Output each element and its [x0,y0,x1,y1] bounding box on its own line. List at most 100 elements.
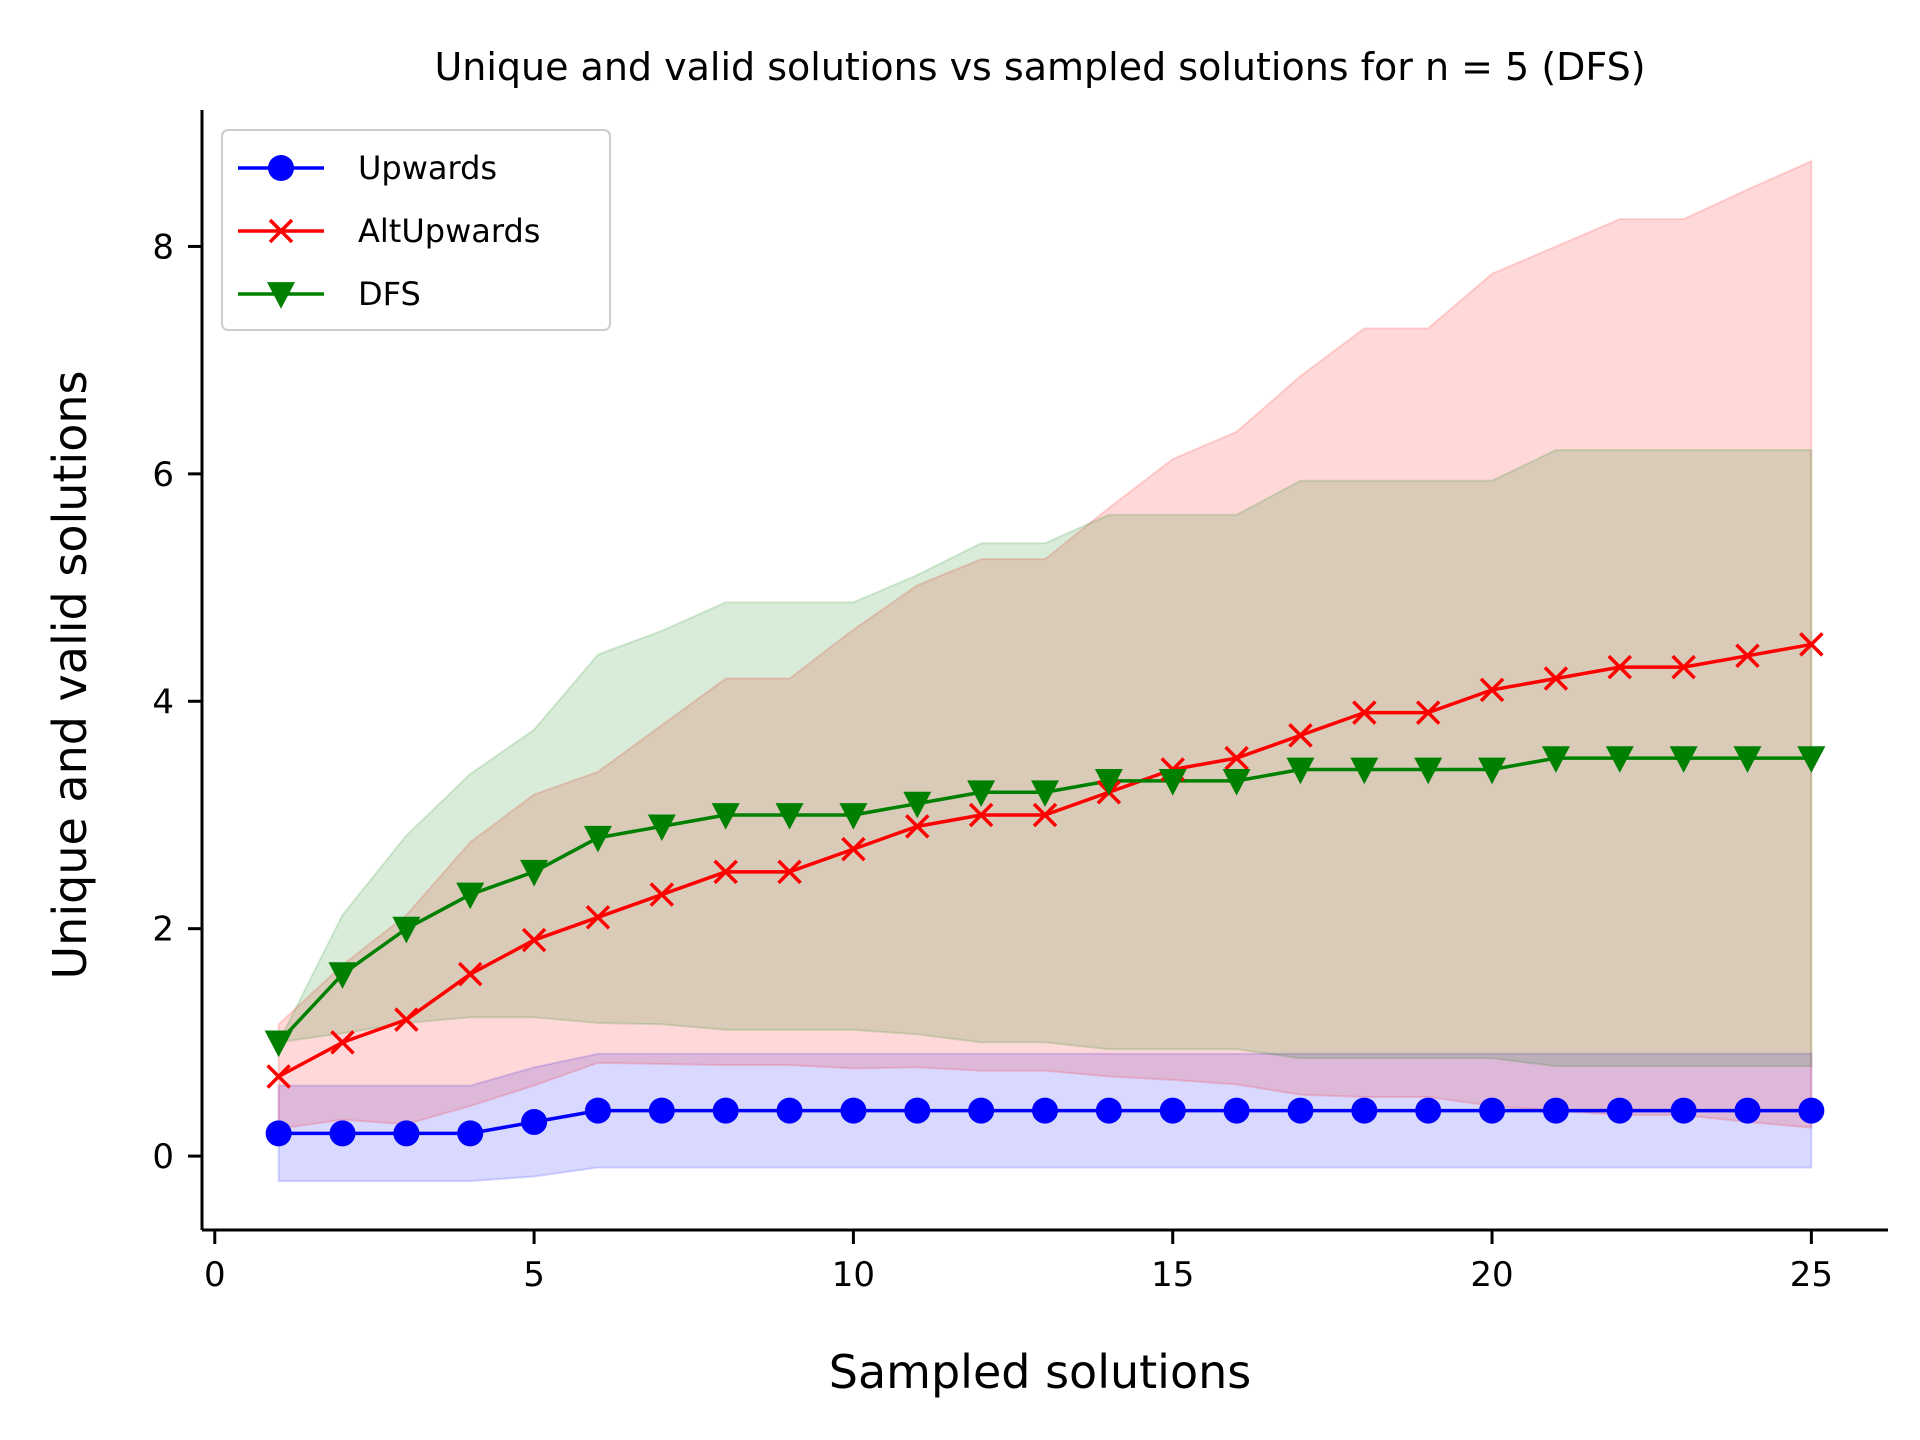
point-upwards [1223,1097,1250,1124]
band-altupwards [277,159,1813,1130]
point-upwards [648,1097,675,1124]
point-upwards [393,1120,420,1147]
point-upwards [1351,1097,1378,1124]
point-dfs [1094,768,1123,796]
point-altupwards [777,859,802,885]
legend-marker-upwards [268,155,294,181]
point-dfs [1031,780,1059,807]
legend-marker-altupwards [268,218,294,244]
point-altupwards [394,1007,419,1032]
point-dfs [392,916,421,944]
point-upwards [1798,1097,1825,1124]
point-upwards [904,1097,931,1124]
x-axis-title: Sampled solutions [829,1345,1251,1399]
x-tick-label: 20 [1470,1255,1513,1295]
point-altupwards [585,905,611,930]
point-dfs [1350,757,1379,785]
point-dfs [711,803,740,830]
legend-label-upwards: Upwards [358,149,497,187]
point-dfs [1158,768,1187,796]
x-tick-label: 25 [1790,1255,1833,1295]
point-upwards [1032,1097,1058,1124]
point-upwards [584,1097,611,1124]
legend-label-altupwards: AltUpwards [358,212,540,250]
point-altupwards [1032,802,1058,828]
point-altupwards [649,882,675,907]
y-axis-title: Unique and valid solutions [43,371,97,980]
point-upwards [457,1120,484,1147]
point-dfs [1414,757,1443,785]
series-markers [264,632,1826,1147]
x-tick-label: 15 [1151,1255,1194,1295]
point-altupwards [1671,654,1696,680]
point-dfs [647,814,676,842]
point-altupwards [1415,700,1441,725]
point-upwards [329,1120,356,1147]
point-upwards [1734,1097,1761,1124]
point-upwards [1159,1097,1186,1124]
point-altupwards [266,1064,291,1089]
point-altupwards [1735,643,1760,669]
legend-label-dfs: DFS [358,275,421,313]
point-altupwards [1479,677,1505,703]
point-upwards [1479,1097,1506,1124]
point-dfs [328,962,357,989]
axes [200,110,1888,1232]
y-tick-label: 6 [152,455,174,495]
point-altupwards [1543,666,1569,691]
point-altupwards [1352,700,1377,725]
point-dfs [967,780,996,807]
point-dfs [1733,746,1762,773]
point-dfs [1222,768,1251,796]
point-upwards [1287,1097,1314,1124]
point-upwards [1670,1097,1697,1124]
point-altupwards [330,1030,355,1055]
axis-ticks: 0 5 10 15 20 25 0 2 4 6 8 [152,227,1833,1295]
point-dfs [264,1030,293,1058]
point-dfs [1605,746,1634,773]
point-altupwards [1799,632,1824,657]
point-altupwards [1288,723,1313,748]
confidence-bands [276,159,1813,1183]
point-dfs [520,859,549,887]
point-dfs [839,803,868,830]
point-upwards [1415,1097,1442,1124]
point-dfs [1478,757,1507,785]
point-upwards [840,1097,867,1124]
x-tick-label: 0 [204,1255,226,1295]
point-altupwards [905,814,930,839]
y-tick-label: 8 [152,227,174,267]
point-dfs [1797,746,1826,773]
point-altupwards [457,961,483,987]
point-altupwards [968,802,994,828]
y-tick-label: 4 [152,682,174,722]
point-upwards [521,1108,548,1135]
point-dfs [583,825,612,853]
point-altupwards [713,859,738,885]
x-tick-label: 10 [832,1255,875,1295]
point-upwards [1542,1097,1569,1124]
y-tick-label: 2 [152,910,174,950]
point-dfs [1669,746,1698,773]
point-upwards [968,1097,995,1124]
point-dfs [903,791,932,819]
y-tick-label: 0 [152,1137,174,1177]
legend-marker-dfs [267,282,295,309]
point-altupwards [841,836,866,862]
point-dfs [1286,757,1315,785]
point-upwards [776,1097,803,1124]
x-tick-label: 5 [523,1255,545,1295]
point-upwards [1095,1097,1122,1124]
point-upwards [1606,1097,1633,1124]
point-upwards [712,1097,739,1124]
point-dfs [456,882,485,910]
point-altupwards [521,927,547,953]
point-dfs [775,803,804,830]
point-altupwards [1607,654,1633,680]
point-altupwards [1224,745,1249,771]
legend-box [221,129,611,331]
legend: Upwards AltUpwards DFS [221,129,611,331]
point-dfs [1541,746,1570,773]
chart-title: Unique and valid solutions vs sampled so… [434,45,1645,89]
